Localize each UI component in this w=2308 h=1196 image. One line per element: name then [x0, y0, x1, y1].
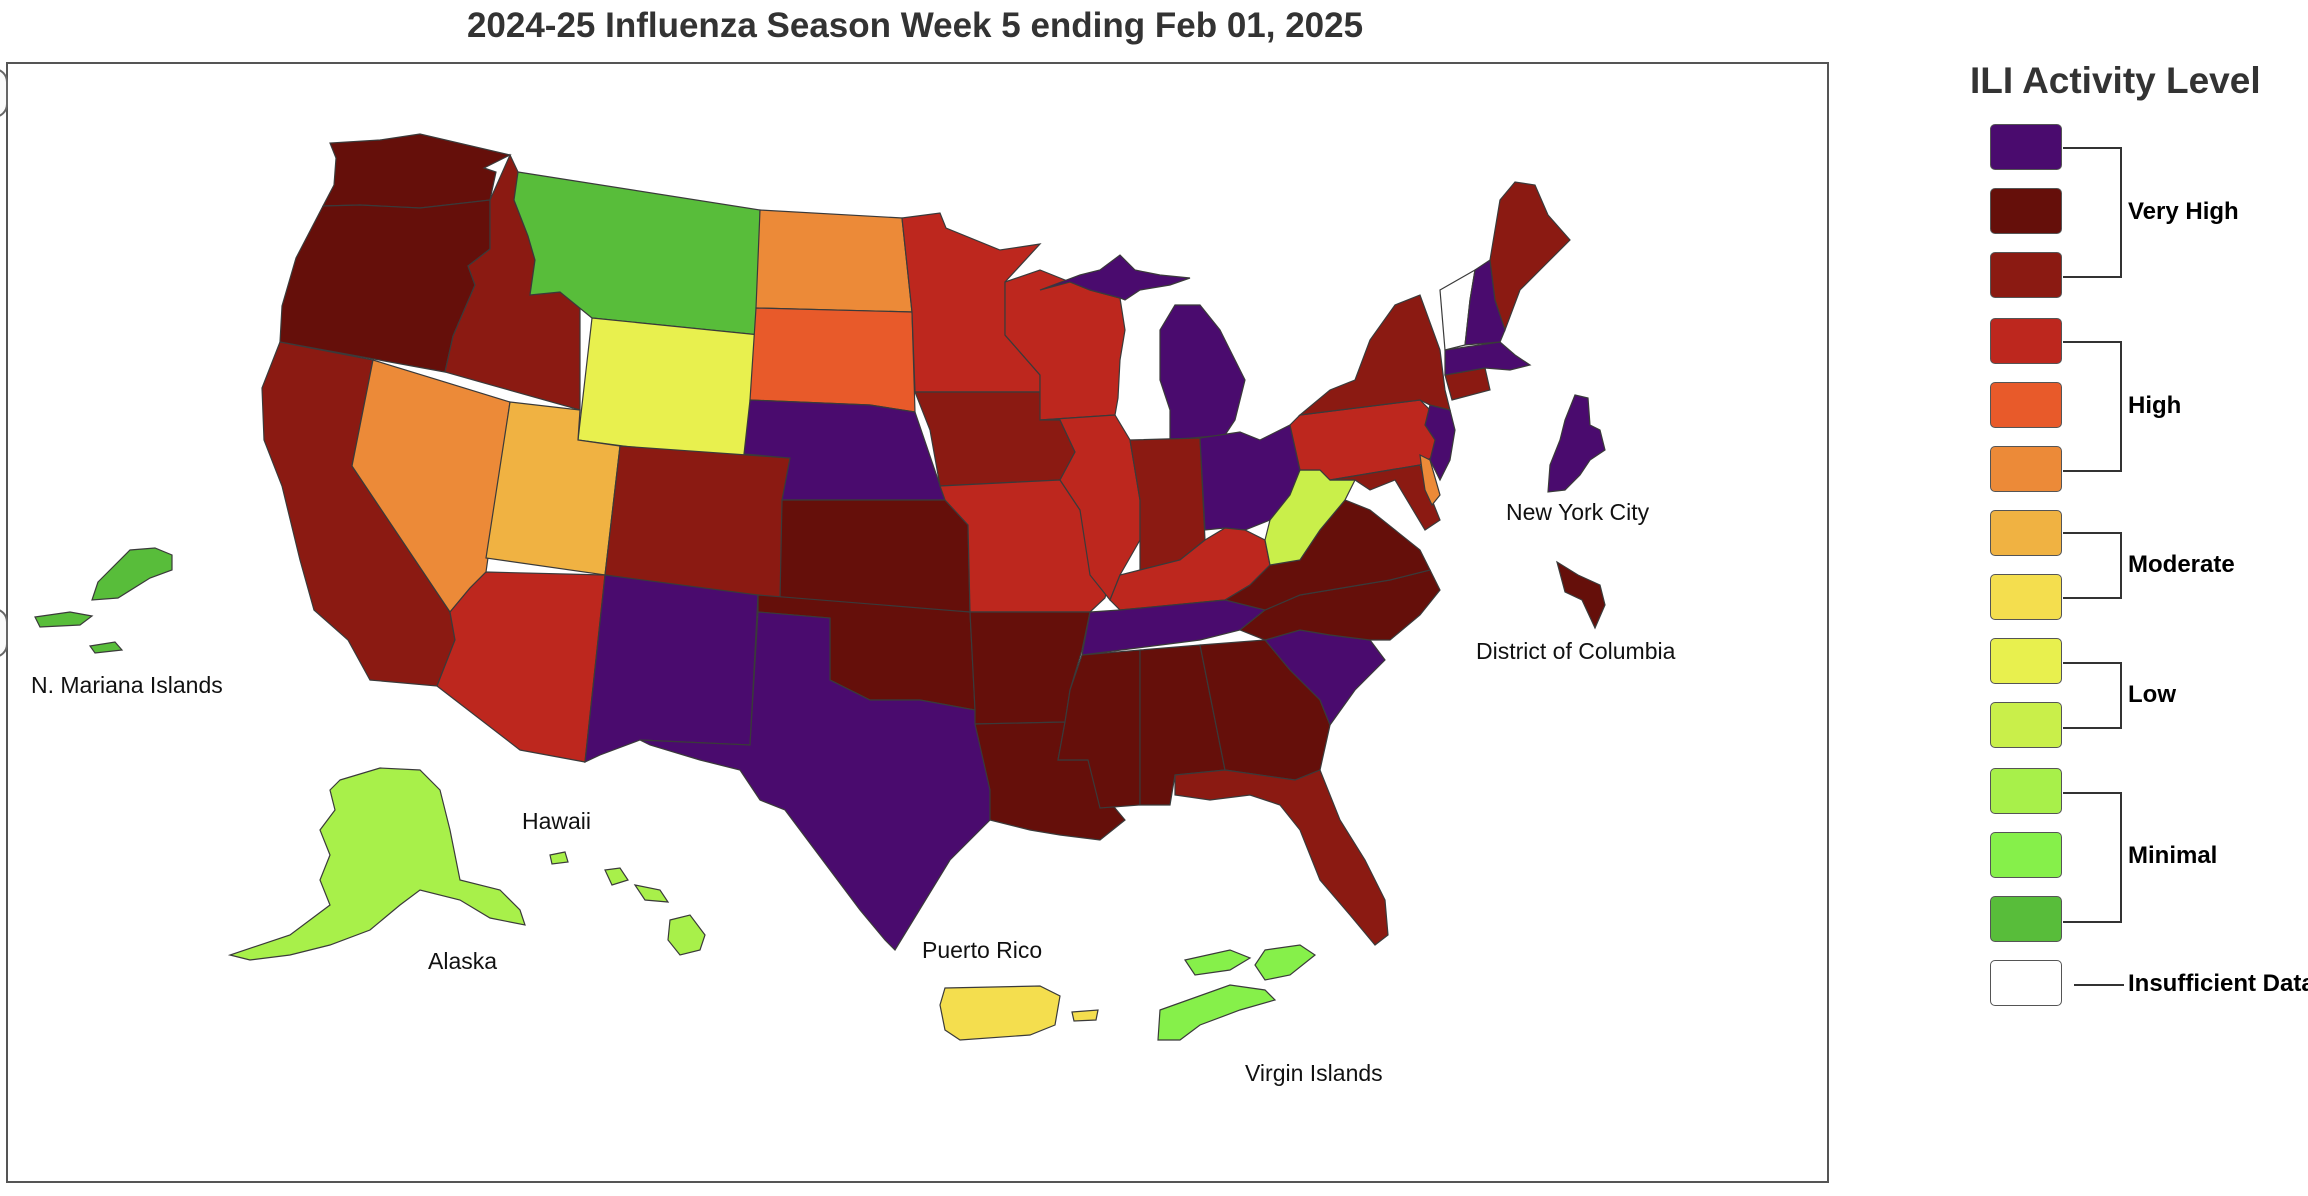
state-CO[interactable] — [604, 445, 791, 601]
legend-swatch-level-0 — [1990, 960, 2062, 1006]
legend-swatch-level-4 — [1990, 702, 2062, 748]
legend-swatch-level-9 — [1990, 382, 2062, 428]
state-NJ[interactable] — [1424, 404, 1456, 482]
state-HI-4[interactable] — [549, 851, 569, 865]
legend-swatch-level-7 — [1990, 510, 2062, 556]
legend-swatch-level-2 — [1990, 832, 2062, 878]
state-SD[interactable] — [749, 307, 916, 413]
state-WA[interactable] — [321, 133, 512, 209]
label-nyc: New York City — [1506, 499, 1650, 525]
state-MI-upper[interactable] — [1039, 254, 1191, 301]
insufficient-data-line — [2074, 984, 2124, 986]
territory-VI[interactable] — [1157, 984, 1277, 1041]
state-HI-3[interactable] — [633, 884, 670, 903]
state-ND[interactable] — [755, 209, 913, 313]
legend-swatch-level-13 — [1990, 124, 2062, 170]
territory-NYC[interactable] — [1547, 394, 1606, 493]
bracket-moderate — [2070, 532, 2122, 599]
state-HI[interactable] — [667, 914, 706, 956]
territory-NMI-2[interactable] — [34, 611, 94, 628]
territory-VI-2[interactable] — [1184, 949, 1252, 976]
legend-swatch-level-8 — [1990, 446, 2062, 492]
territory-PR[interactable] — [939, 985, 1061, 1041]
legend-label-low: Low — [2128, 681, 2176, 708]
page-title: 2024-25 Influenza Season Week 5 ending F… — [466, 6, 1364, 45]
state-FL[interactable] — [1174, 769, 1389, 946]
territory-DC[interactable] — [1556, 560, 1606, 630]
label-puerto-rico: Puerto Rico — [922, 937, 1043, 963]
territory-PR-2[interactable] — [1071, 1009, 1099, 1022]
legend-label-minimal: Minimal — [2128, 842, 2218, 869]
label-dc: District of Columbia — [1476, 638, 1676, 664]
legend-label-moderate: Moderate — [2128, 551, 2235, 578]
legend-label-high: High — [2128, 392, 2182, 419]
legend-swatch-level-11 — [1990, 252, 2062, 298]
label-hawaii: Hawaii — [522, 808, 592, 834]
legend-label-insufficient: Insufficient Data — [2128, 970, 2308, 997]
flu-map — [34, 133, 1606, 1041]
state-ME[interactable] — [1489, 181, 1571, 332]
state-MA[interactable] — [1444, 341, 1532, 376]
state-MI[interactable] — [1159, 304, 1246, 441]
bracket-high — [2070, 341, 2122, 472]
legend-swatch-level-10 — [1990, 318, 2062, 364]
legend-swatch-level-3 — [1990, 768, 2062, 814]
territory-VI-3[interactable] — [1254, 944, 1317, 981]
legend-swatch-level-5 — [1990, 638, 2062, 684]
state-WY[interactable] — [577, 317, 761, 463]
label-virgin-islands: Virgin Islands — [1245, 1060, 1383, 1086]
state-AK[interactable] — [227, 767, 526, 961]
label-alaska: Alaska — [428, 948, 498, 974]
legend-title: ILI Activity Level — [1970, 60, 2261, 101]
legend-swatch-level-1 — [1990, 896, 2062, 942]
state-NM[interactable] — [584, 574, 759, 763]
state-NY[interactable] — [1298, 294, 1451, 416]
legend-label-very-high: Very High — [2128, 198, 2239, 225]
bracket-minimal — [2070, 792, 2122, 923]
state-KS[interactable] — [779, 499, 971, 613]
legend-swatch-level-6 — [1990, 574, 2062, 620]
state-HI-2[interactable] — [604, 867, 629, 886]
label-nmi: N. Mariana Islands — [31, 672, 223, 698]
legend-swatch-level-12 — [1990, 188, 2062, 234]
state-AZ[interactable] — [436, 571, 606, 763]
territory-NMI[interactable] — [91, 547, 173, 601]
state-TX[interactable] — [639, 611, 991, 951]
bracket-very-high — [2070, 147, 2122, 278]
territory-NMI-3[interactable] — [88, 641, 124, 654]
bracket-low — [2070, 662, 2122, 729]
